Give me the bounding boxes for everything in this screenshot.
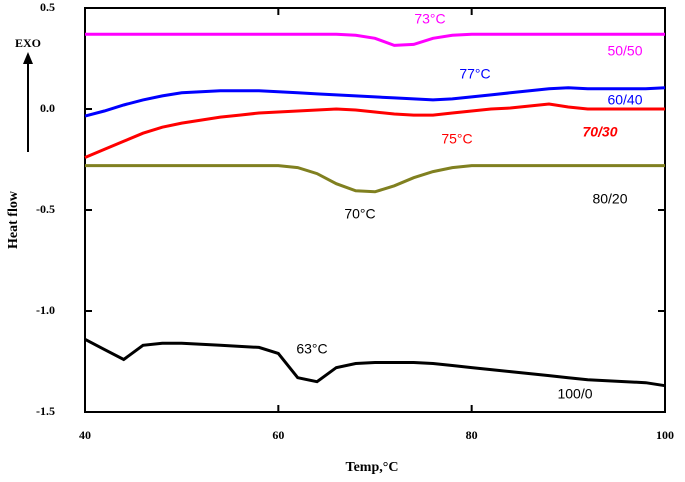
series-line — [85, 32, 665, 47]
y-axis-label: Heat flow — [6, 190, 21, 249]
annotation: 73°C — [414, 11, 445, 27]
exo-arrowhead — [23, 52, 33, 64]
series-label: 50/50 — [607, 43, 642, 59]
x-axis-label: Temp,°C — [346, 460, 399, 475]
x-tick-label: 100 — [656, 428, 674, 442]
annotation: 77°C — [459, 66, 490, 82]
series-line — [84, 86, 666, 118]
series-line — [84, 102, 665, 159]
series-line — [85, 164, 665, 194]
annotation: 75°C — [441, 131, 472, 147]
series-label: 70/30 — [582, 124, 617, 140]
y-tick-label: -1.0 — [36, 303, 55, 317]
series-label: 100/0 — [557, 386, 592, 402]
x-tick-label: 60 — [272, 428, 284, 442]
x-tick-label: 40 — [79, 428, 91, 442]
y-tick-label: -0.5 — [36, 202, 55, 216]
series-label: 60/40 — [607, 92, 642, 108]
annotation: 70°C — [344, 206, 375, 222]
y-tick-label: 0.5 — [40, 0, 55, 14]
series-label: 80/20 — [592, 191, 627, 207]
y-tick-label: -1.5 — [36, 404, 55, 418]
exo-label: EXO — [15, 36, 41, 50]
y-tick-label: 0.0 — [40, 101, 55, 115]
series-line — [84, 337, 666, 388]
x-tick-label: 80 — [466, 428, 478, 442]
annotation: 63°C — [296, 341, 327, 357]
